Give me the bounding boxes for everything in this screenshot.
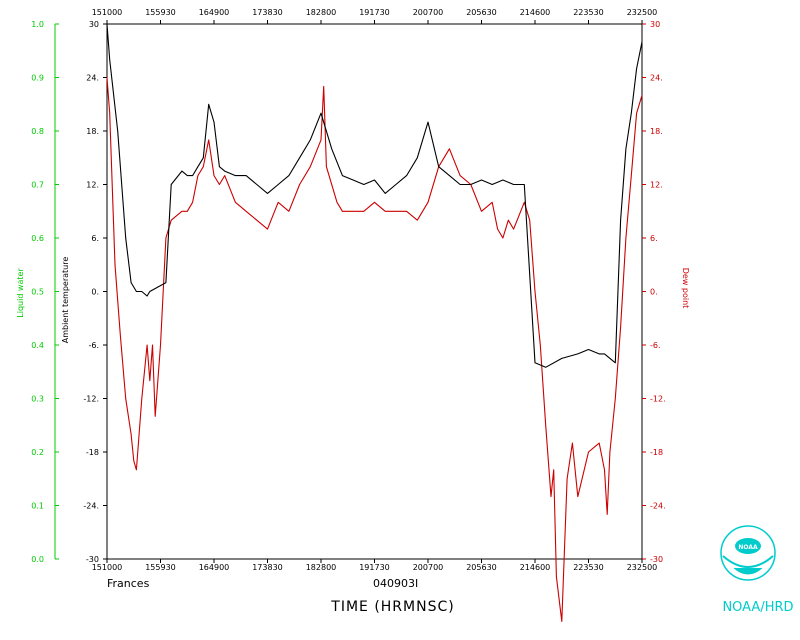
bottom-tick-label: 173830 xyxy=(252,563,283,572)
top-time-ticks: 151000 155930 164900 173830 182800 191730 2007… xyxy=(92,8,658,24)
storm-name: Frances xyxy=(107,577,150,590)
ambient-temp-tick-label: 24. xyxy=(86,74,99,83)
noaa-logo-lettering: NOAA xyxy=(738,544,758,551)
ambient-temp-tick-label: -24. xyxy=(83,502,99,511)
liquid-water-tick-label: 0.8 xyxy=(31,127,44,136)
dew-point-tick-label: -18 xyxy=(650,448,663,457)
bottom-tick-label: 214600 xyxy=(520,563,551,572)
liquid-water-tick-label: 0.6 xyxy=(31,234,44,243)
bottom-tick-label: 155930 xyxy=(145,563,176,572)
bottom-tick-label: 151000 xyxy=(92,563,123,572)
top-tick-label: 182800 xyxy=(306,8,337,17)
liquid-water-tick-label: 0.3 xyxy=(31,395,44,404)
ambient-temp-axis-label: Ambient temperature xyxy=(61,257,70,344)
org-label: NOAA/HRD xyxy=(722,600,793,615)
liquid-water-tick-label: 0.1 xyxy=(31,502,44,511)
liquid-water-tick-label: 0.4 xyxy=(31,341,44,350)
ambient-temp-tick-label: -18 xyxy=(86,448,99,457)
liquid-water-axis: 0.0 0.1 0.2 0.3 0.4 0.5 0.6 0.7 0.8 0.9 1.0 Liquid… xyxy=(16,20,59,564)
top-tick-label: 164900 xyxy=(199,8,230,17)
dew-point-tick-label: -6. xyxy=(650,341,661,350)
top-tick-label: 205630 xyxy=(466,8,497,17)
dew-point-tick-label: 18. xyxy=(650,127,663,136)
dew-point-tick-label: -30 xyxy=(650,555,663,564)
ambient-temp-tick-label: -12. xyxy=(83,395,99,404)
dew-point-axis-label: Dew point xyxy=(681,268,690,309)
ambient-temp-tick-label: -30 xyxy=(86,555,99,564)
liquid-water-tick-label: 1.0 xyxy=(31,20,44,29)
dew-point-tick-label: -12. xyxy=(650,395,666,404)
plot-frame xyxy=(106,23,643,560)
ambient-temp-tick-label: -6. xyxy=(88,341,99,350)
dew-point-ticks: -30 -24. -18 -12. -6. 0. 6. 12. 18. 24. 30 xyxy=(642,20,666,564)
bottom-tick-label: 164900 xyxy=(199,563,230,572)
dew-point-tick-label: 0. xyxy=(650,288,658,297)
liquid-water-tick-label: 0.5 xyxy=(31,288,44,297)
dew-point-tick-label: 30 xyxy=(650,20,660,29)
liquid-water-tick-label: 0.0 xyxy=(31,555,44,564)
bottom-tick-label: 200700 xyxy=(413,563,444,572)
dew-point-tick-label: 6. xyxy=(650,234,658,243)
flight-id: 040903I xyxy=(373,577,418,590)
top-tick-label: 151000 xyxy=(92,8,123,17)
dew-point-tick-label: 24. xyxy=(650,74,663,83)
bottom-tick-label: 191730 xyxy=(359,563,390,572)
liquid-water-tick-label: 0.7 xyxy=(31,181,44,190)
ambient-temperature-line xyxy=(106,23,643,368)
dew-point-tick-label: 12. xyxy=(650,181,663,190)
top-tick-label: 173830 xyxy=(252,8,283,17)
bottom-tick-label: 205630 xyxy=(466,563,497,572)
top-tick-label: 223530 xyxy=(573,8,604,17)
top-tick-label: 232500 xyxy=(627,8,658,17)
x-axis-title: TIME (HRMNSC) xyxy=(330,599,454,615)
liquid-water-tick-label: 0.9 xyxy=(31,74,44,83)
dew-point-tick-label: -24. xyxy=(650,502,666,511)
top-tick-label: 200700 xyxy=(413,8,444,17)
top-tick-label: 155930 xyxy=(145,8,176,17)
ambient-temp-ticks: -30 -24. -18 -12. -6. 0. 6. 12. 18. 24. 30 xyxy=(83,20,107,564)
bottom-tick-label: 182800 xyxy=(306,563,337,572)
dew-point-line xyxy=(106,77,643,622)
bottom-tick-label: 223530 xyxy=(573,563,604,572)
series-layer xyxy=(106,23,643,622)
bottom-tick-label: 232500 xyxy=(627,563,658,572)
top-tick-label: 191730 xyxy=(359,8,390,17)
liquid-water-tick-label: 0.2 xyxy=(31,448,44,457)
ambient-temp-tick-label: 0. xyxy=(91,288,99,297)
bottom-time-ticks: 151000 155930 164900 173830 182800 191730 2007… xyxy=(92,559,658,572)
top-tick-label: 214600 xyxy=(520,8,551,17)
liquid-water-axis-label: Liquid water xyxy=(16,268,25,318)
ambient-temp-tick-label: 30 xyxy=(89,20,99,29)
ambient-temp-tick-label: 18. xyxy=(86,127,99,136)
noaa-logo: NOAA xyxy=(720,525,776,581)
ambient-temp-tick-label: 12. xyxy=(86,181,99,190)
ambient-temp-tick-label: 6. xyxy=(91,234,99,243)
